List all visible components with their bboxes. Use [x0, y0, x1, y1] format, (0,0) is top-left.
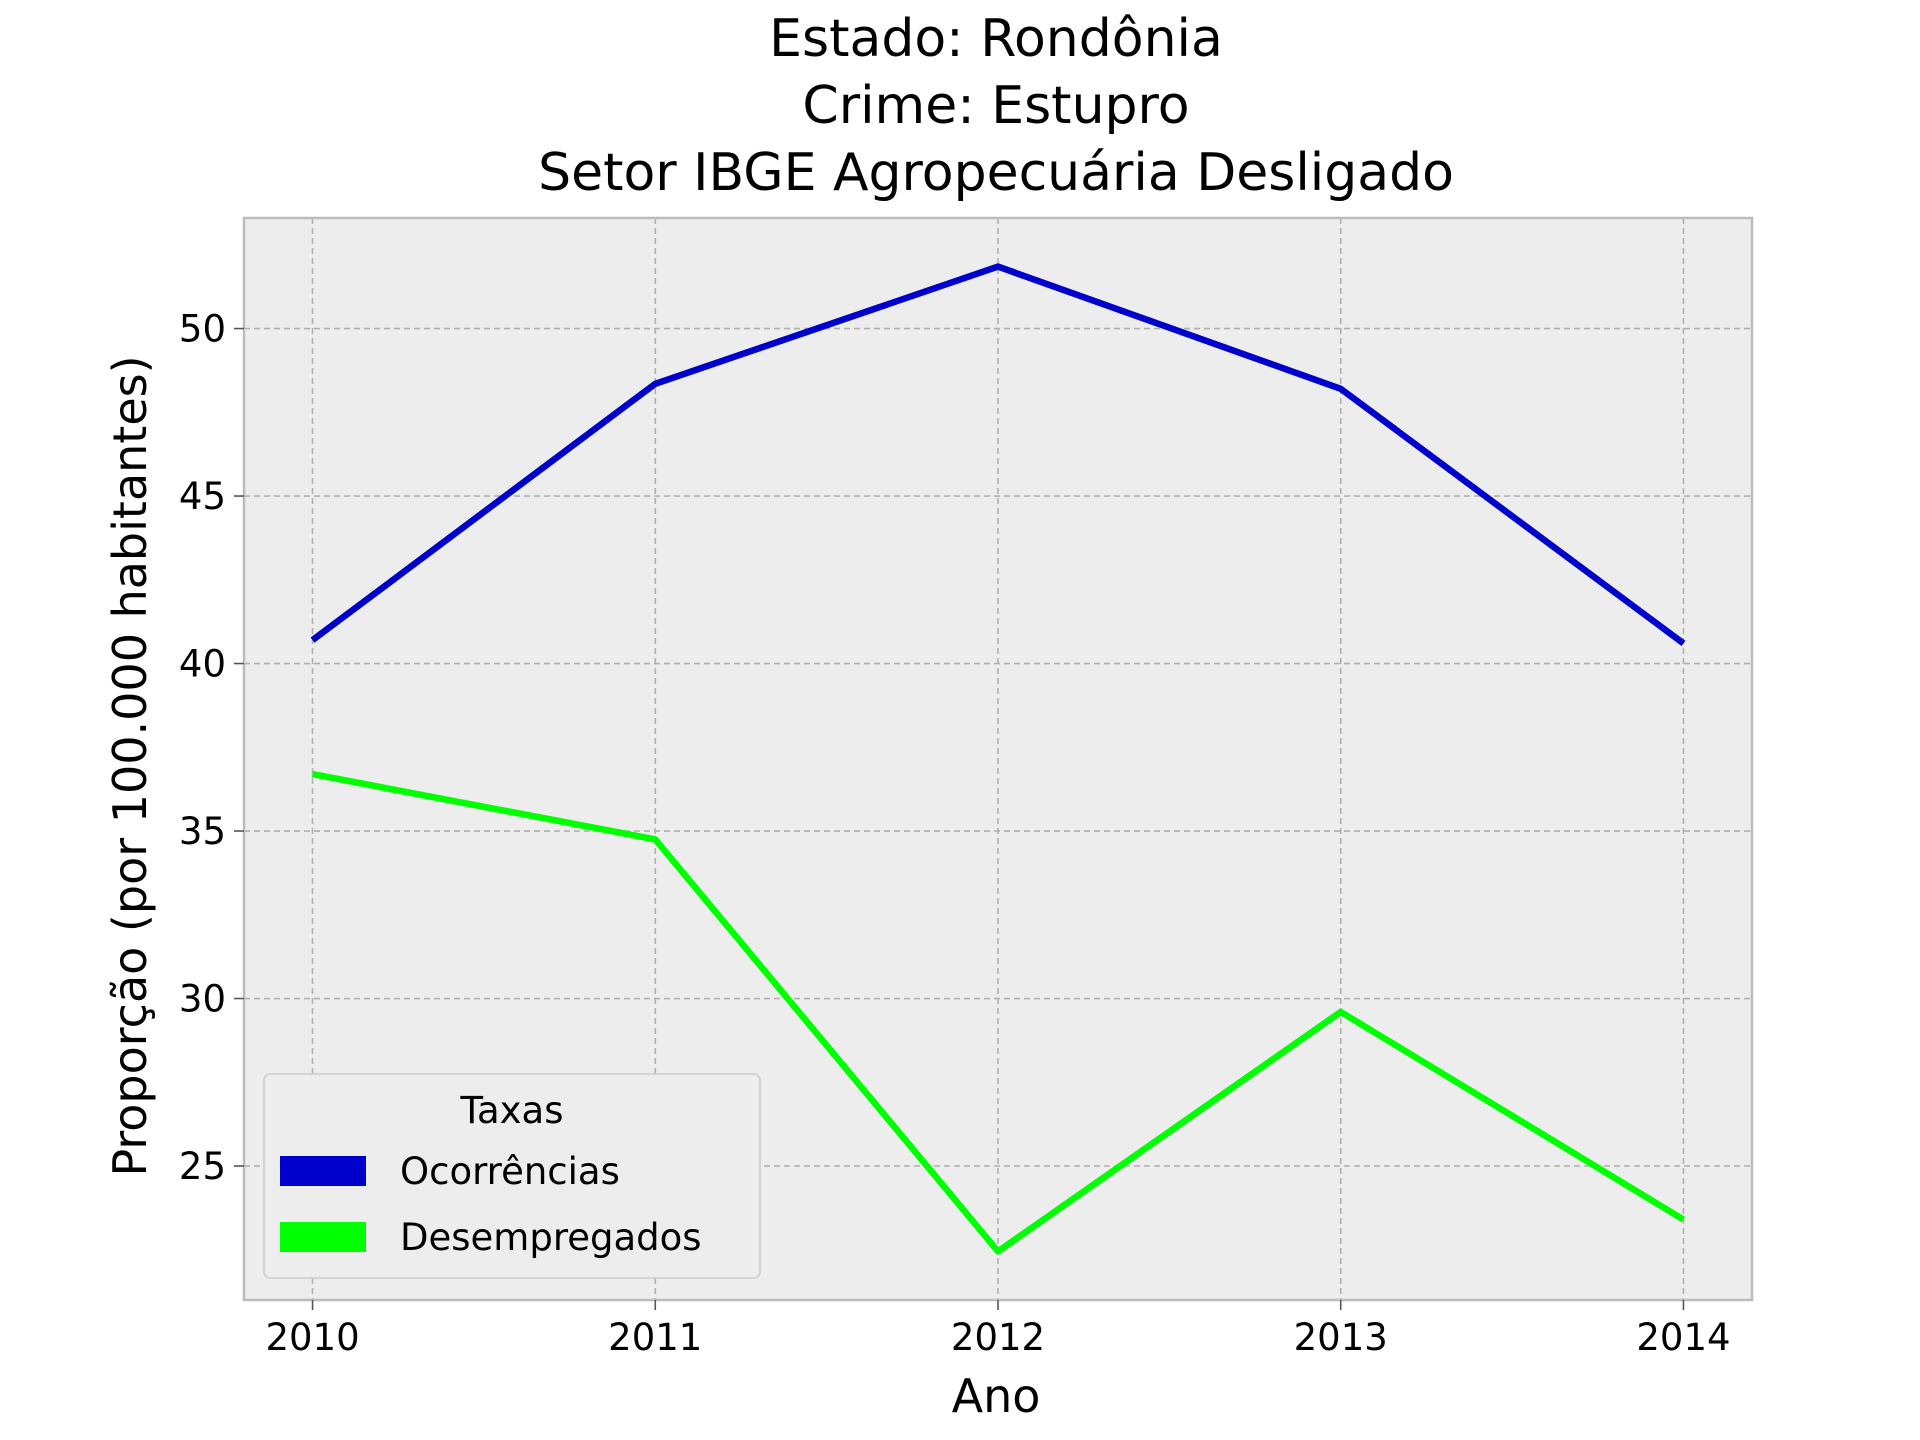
y-tick-label-50: 50 [179, 308, 226, 351]
y-tick-label-35: 35 [179, 810, 226, 853]
title-line-2: Crime: Estupro [802, 76, 1189, 136]
legend-swatch-ocorrencias [280, 1156, 366, 1186]
x-tick-label-2011: 2011 [608, 1316, 702, 1359]
x-tick-label-2013: 2013 [1294, 1316, 1388, 1359]
legend: Taxas Ocorrências Desempregados [263, 1073, 761, 1279]
legend-title: Taxas [460, 1089, 564, 1132]
series-lines [310, 263, 1686, 1255]
legend-swatch-desempregados [280, 1222, 366, 1252]
series-line-0 [310, 263, 1686, 647]
y-axis-label: Proporção (por 100.000 habitantes) [103, 355, 157, 1176]
legend-label-ocorrencias: Ocorrências [400, 1150, 620, 1193]
y-tick-label-25: 25 [179, 1145, 226, 1188]
series-line-1 [311, 770, 1686, 1255]
legend-box [263, 1073, 761, 1279]
x-axis-ticks: 2010 2011 2012 2013 2014 [265, 1300, 1731, 1359]
title-line-3: Setor IBGE Agropecuária Desligado [538, 143, 1454, 203]
x-tick-label-2012: 2012 [951, 1316, 1045, 1359]
grid [244, 218, 1752, 1300]
legend-label-desempregados: Desempregados [400, 1216, 702, 1259]
y-tick-label-30: 30 [179, 978, 226, 1021]
y-tick-label-45: 45 [179, 475, 226, 518]
chart-title: Estado: Rondônia Crime: Estupro Setor IB… [538, 9, 1454, 203]
y-tick-label-40: 40 [179, 643, 226, 686]
title-line-1: Estado: Rondônia [769, 9, 1223, 69]
x-tick-label-2010: 2010 [265, 1316, 359, 1359]
y-axis-ticks: 25 30 35 40 45 50 [179, 308, 244, 1188]
x-axis-label: Ano [952, 1369, 1041, 1423]
x-tick-label-2014: 2014 [1636, 1316, 1730, 1359]
